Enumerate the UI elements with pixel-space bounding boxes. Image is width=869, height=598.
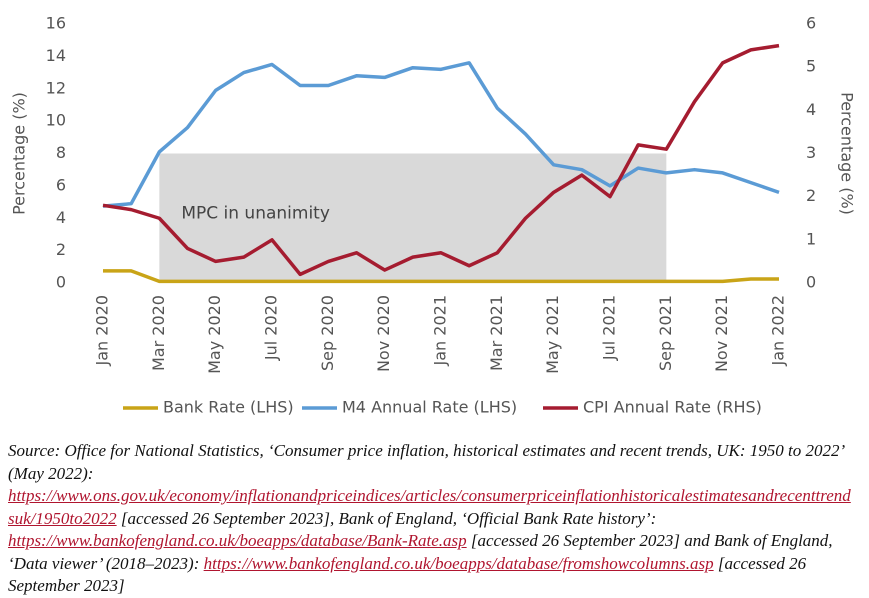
x-tick-label: May 2021 <box>543 295 562 374</box>
x-tick-label: Nov 2020 <box>374 295 393 372</box>
y2-tick-label: 2 <box>806 186 816 205</box>
y-tick-label: 4 <box>56 208 66 227</box>
x-tick-label: Jul 2021 <box>600 295 619 361</box>
y-tick-label: 14 <box>46 46 66 65</box>
y-tick-label: 2 <box>56 240 66 259</box>
y-axis-title: Percentage (%) <box>10 92 29 215</box>
chart: MPC in unanimity02468101214160123456Perc… <box>10 14 857 417</box>
x-tick-label: Jan 2020 <box>93 295 112 366</box>
y-tick-label: 10 <box>46 111 66 130</box>
source-link[interactable]: https://www.bankofengland.co.uk/boeapps/… <box>203 553 714 573</box>
source-text: [accessed 26 September 2023] and Bank of… <box>8 531 833 573</box>
y2-tick-label: 3 <box>806 143 816 162</box>
line-series <box>102 43 780 277</box>
source-link[interactable]: https://www.bankofengland.co.uk/boeapps/… <box>8 531 467 550</box>
x-tick-label: Mar 2021 <box>487 295 506 371</box>
y-tick-label: 16 <box>46 14 66 33</box>
y-tick-label: 8 <box>56 143 66 162</box>
x-tick-label: Jul 2020 <box>262 295 281 361</box>
legend-label: Bank Rate (LHS) <box>163 398 294 417</box>
source-note: Source: Office for National Statistics, … <box>8 440 853 598</box>
y2-tick-label: 0 <box>806 273 816 292</box>
y-tick-label: 6 <box>56 175 66 194</box>
y2-tick-label: 4 <box>806 100 816 119</box>
legend-item: CPI Annual Rate (RHS) <box>543 398 762 417</box>
x-tick-label: Mar 2020 <box>149 295 168 371</box>
source-text: [accessed 26 September 2023], Bank of En… <box>116 508 657 528</box>
line-series <box>102 61 780 208</box>
y2-axis-title: Percentage (%) <box>838 92 857 215</box>
source-text: Source: Office for National Statistics, … <box>8 441 844 483</box>
y2-tick-label: 6 <box>806 14 816 33</box>
legend-label: CPI Annual Rate (RHS) <box>583 398 762 417</box>
shade-label: MPC in unanimity <box>181 204 330 224</box>
x-tick-label: Jan 2022 <box>769 295 788 366</box>
legend-item: Bank Rate (LHS) <box>123 398 294 417</box>
source-link[interactable]: https://www.ons.gov.uk/economy/inflation… <box>8 486 851 528</box>
x-tick-label: Sep 2021 <box>656 295 675 371</box>
y-tick-label: 12 <box>46 78 66 97</box>
legend-label: M4 Annual Rate (LHS) <box>342 398 517 417</box>
y2-tick-label: 5 <box>806 57 816 76</box>
x-tick-label: May 2020 <box>205 295 224 374</box>
line-series <box>103 269 779 284</box>
y-tick-label: 0 <box>56 273 66 292</box>
page: MPC in unanimity 0 2 4 6 8 10 12 14 16 0 1 2 3 4 5 6 Perc… <box>8 13 857 595</box>
y2-tick-label: 1 <box>806 229 816 248</box>
x-tick-label: Nov 2021 <box>712 295 731 372</box>
legend-item: M4 Annual Rate (LHS) <box>302 398 517 417</box>
x-tick-label: Jan 2021 <box>431 295 450 366</box>
x-tick-label: Sep 2020 <box>318 295 337 371</box>
